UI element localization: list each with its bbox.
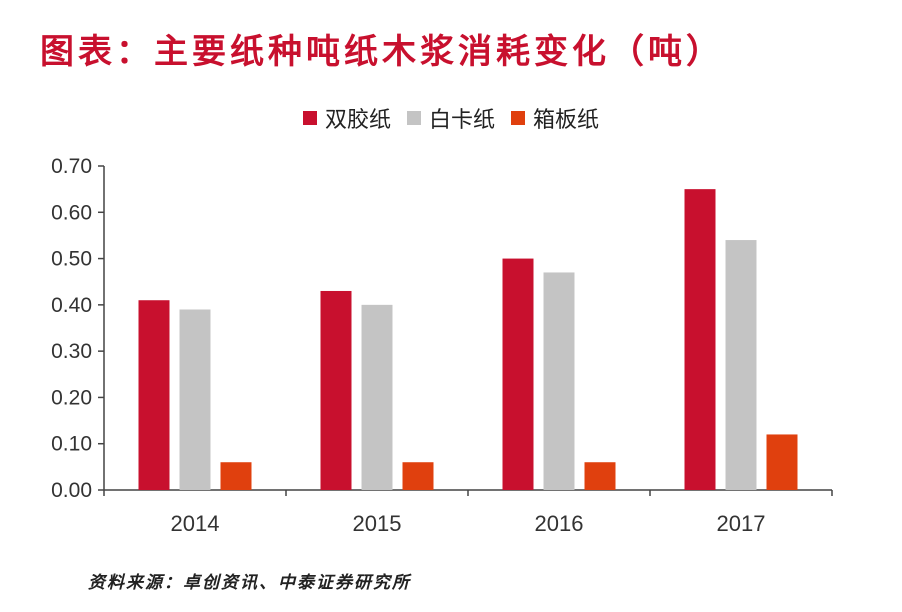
y-tick-label-0: 0.00 [51,479,92,502]
bar-2016-2 [584,462,616,490]
bar-2017-2 [766,434,798,490]
bar-2016-0 [502,258,534,490]
source-note: 资料来源：卓创资讯、中泰证券研究所 [88,573,411,593]
x-tick-label-2: 2016 [535,511,584,536]
legend-label-2: 箱板纸 [533,108,600,133]
bar-2014-2 [220,462,252,490]
bar-2015-0 [320,290,352,490]
legend: 双胶纸 白卡纸 箱板纸 [0,102,902,134]
y-tick-label-1: 0.10 [51,433,92,456]
bar-2015-2 [402,462,434,490]
y-tick-label-4: 0.40 [51,294,92,317]
y-tick-label-5: 0.50 [51,248,92,271]
bar-2017-1 [725,240,757,490]
bar-2016-1 [543,272,575,490]
y-tick-label-3: 0.30 [51,340,92,363]
legend-swatch-0 [302,111,317,125]
legend-item-2: 箱板纸 [511,102,599,134]
legend-label-1: 白卡纸 [428,108,495,133]
y-tick-label-7: 0.70 [51,155,92,178]
chart-title: 图表：主要纸种吨纸木浆消耗变化（吨） [40,32,724,72]
legend-label-0: 双胶纸 [324,108,391,133]
bar-2014-0 [138,300,170,490]
x-tick-label-1: 2015 [353,511,402,536]
bar-2017-0 [684,189,716,490]
y-tick-label-2: 0.20 [51,386,92,409]
x-tick-label-3: 2017 [717,511,766,536]
x-tick-label-0: 2014 [171,511,220,536]
legend-item-1: 白卡纸 [406,102,495,134]
bar-2014-1 [179,309,211,490]
legend-item-0: 双胶纸 [302,102,391,134]
y-tick-label-6: 0.60 [51,201,92,224]
legend-swatch-2 [511,111,525,125]
bar-2015-1 [361,304,393,490]
legend-swatch-1 [406,111,421,125]
